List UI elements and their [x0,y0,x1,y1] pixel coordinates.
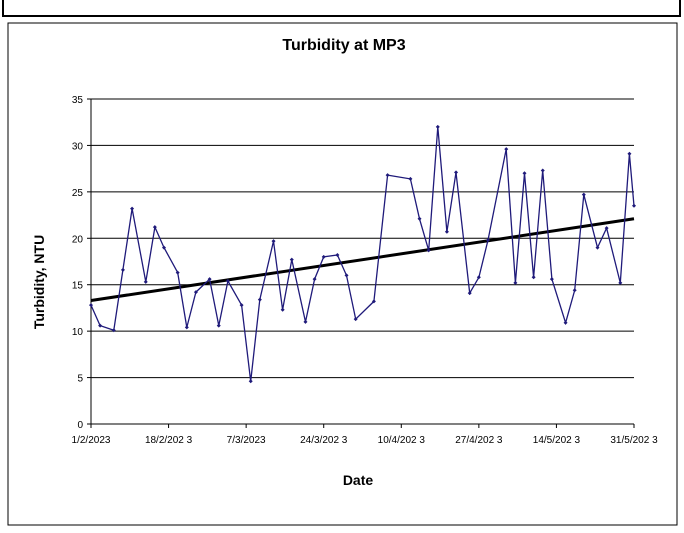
top-strip-frame [2,0,681,17]
data-point-marker [225,279,230,283]
data-point-marker [522,171,527,176]
data-point-marker [303,319,308,324]
x-tick-label: 31/5/202 3 [610,435,658,446]
data-point-marker [371,299,376,304]
data-point-marker [216,323,221,328]
data-point-marker [162,245,167,250]
chart-title: Turbidity at MP3 [282,37,405,54]
data-point-marker [604,226,609,231]
data-point-marker [353,317,358,322]
y-tick-label: 5 [77,374,83,385]
y-tick-label: 25 [72,188,84,199]
data-point-marker [417,216,422,221]
data-point-marker [175,270,180,275]
gridlines [91,98,634,379]
data-point-marker [184,325,189,330]
data-point-marker [454,170,459,175]
data-point-marker [271,239,276,244]
data-point-marker [312,277,317,282]
data-point-marker [476,275,481,280]
data-point-marker [485,238,490,243]
data-point-marker [426,248,431,253]
data-point-marker [152,225,157,230]
data-point-marker [130,206,135,211]
y-tick-label: 35 [72,95,84,106]
y-axis-label: Turbidity, NTU [31,235,47,329]
data-point-marker [239,303,244,308]
data-point-marker [618,280,623,285]
data-point-marker [289,257,294,262]
data-point-marker [143,279,148,284]
x-tick-label: 10/4/202 3 [378,435,426,446]
data-point-marker [280,307,285,312]
data-point-marker [581,192,586,197]
data-point-marker [627,151,632,156]
trendline-group [90,217,635,302]
series-group [89,124,636,384]
data-point-marker [98,323,103,328]
data-point-marker [632,203,636,208]
y-ticks: 0 5 10 15 20 25 30 35 [72,95,91,431]
data-point-marker [572,288,577,293]
data-point-marker [467,291,472,296]
x-tick-label: 18/2/202 3 [145,435,193,446]
y-tick-label: 15 [72,281,84,292]
data-point-marker [595,245,600,250]
axes [90,99,634,425]
data-point-marker [408,176,413,181]
y-tick-label: 10 [72,327,84,338]
data-point-marker [504,147,509,152]
data-point-marker [563,320,568,325]
y-tick-label: 30 [72,141,84,152]
data-point-marker [531,275,536,280]
data-point-marker [513,280,518,285]
data-point-marker [385,173,390,178]
x-tick-label: 27/4/202 3 [455,435,503,446]
data-point-marker [89,303,93,308]
data-point-marker [344,273,349,278]
y-tick-label: 20 [72,234,84,245]
x-ticks: 1/2/2023 18/2/202 3 7/3/2023 24/3/202 3 10/4… [72,424,658,446]
data-point-marker [435,124,440,129]
data-point-marker [120,267,125,272]
x-tick-label: 7/3/2023 [227,435,266,446]
x-axis-label: Date [343,472,374,488]
x-tick-label: 14/5/202 3 [533,435,581,446]
x-tick-label: 1/2/2023 [72,435,111,446]
trendline [90,217,635,302]
data-point-marker [257,297,262,302]
data-point-marker [321,254,326,259]
data-point-marker [193,290,198,295]
chart-area-frame [7,22,678,526]
data-point-marker [540,168,545,173]
data-point-marker [111,328,116,333]
data-point-marker [549,277,554,282]
x-tick-label: 24/3/202 3 [300,435,348,446]
data-point-marker [207,277,212,282]
data-point-marker [335,253,340,257]
data-point-marker [248,379,253,384]
data-point-marker [444,229,449,234]
y-tick-label: 0 [77,420,83,431]
